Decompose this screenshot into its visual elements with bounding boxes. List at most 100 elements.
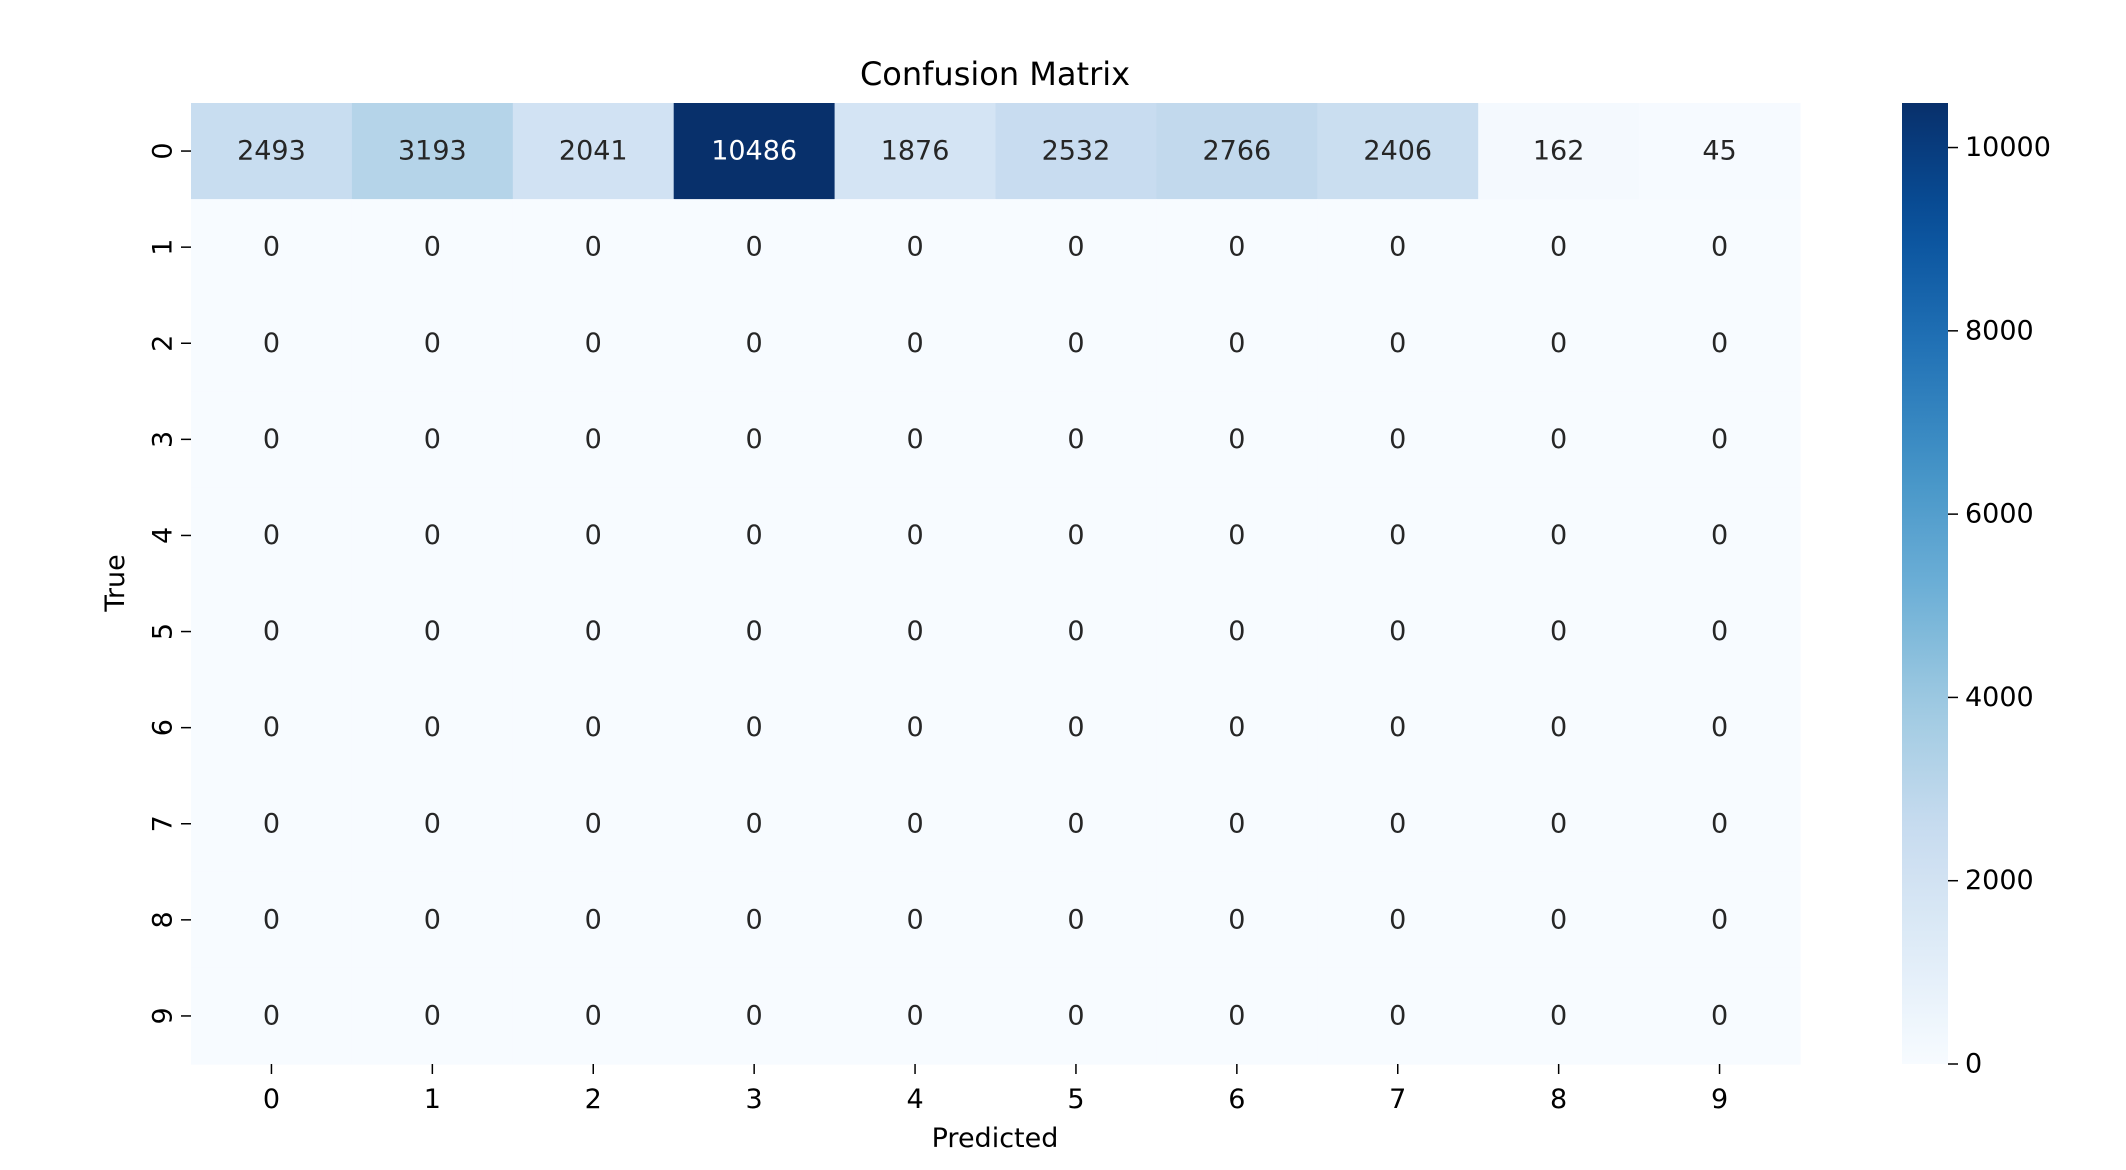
heatmap-cell-label: 0 bbox=[746, 712, 763, 743]
heatmap-cell bbox=[1317, 199, 1479, 296]
heatmap-cell bbox=[995, 871, 1157, 969]
heatmap-cell-label: 0 bbox=[424, 328, 441, 359]
heatmap-cell-label: 0 bbox=[1550, 712, 1567, 743]
colorbar-gradient bbox=[1902, 103, 1948, 1064]
heatmap-cell bbox=[673, 583, 836, 681]
heatmap-cell-label: 162 bbox=[1533, 136, 1585, 167]
y-tick-label: 1 bbox=[148, 239, 179, 256]
heatmap-cell-label: 0 bbox=[1067, 520, 1084, 551]
heatmap-cell bbox=[512, 871, 675, 969]
heatmap-cell-label: 0 bbox=[1550, 808, 1567, 839]
heatmap-cell-label: 0 bbox=[585, 616, 602, 647]
heatmap-cell bbox=[191, 199, 353, 296]
heatmap-cell-label: 0 bbox=[585, 520, 602, 551]
heatmap-cell bbox=[673, 391, 836, 488]
heatmap-cell-label: 0 bbox=[424, 904, 441, 935]
heatmap-cell bbox=[191, 487, 353, 585]
heatmap-cell bbox=[512, 487, 675, 585]
heatmap-cell-label: 0 bbox=[424, 712, 441, 743]
x-tick-label: 0 bbox=[263, 1084, 280, 1115]
heatmap-cell-label: 0 bbox=[424, 232, 441, 263]
heatmap-cell-label: 0 bbox=[1711, 424, 1728, 455]
heatmap-cell bbox=[673, 967, 836, 1065]
heatmap-cell bbox=[351, 775, 514, 873]
heatmap-cell bbox=[673, 295, 836, 392]
heatmap-cell-label: 0 bbox=[1550, 1000, 1567, 1031]
heatmap-cell-label: 0 bbox=[1228, 616, 1245, 647]
heatmap-cell bbox=[995, 967, 1157, 1065]
heatmap-cell-label: 0 bbox=[1228, 328, 1245, 359]
heatmap-cell-label: 0 bbox=[906, 712, 923, 743]
heatmap-cell-label: 0 bbox=[263, 616, 280, 647]
x-tick-label: 2 bbox=[585, 1084, 602, 1115]
heatmap-cell-label: 0 bbox=[1711, 904, 1728, 935]
heatmap-cell-label: 2041 bbox=[559, 136, 628, 167]
x-tick-label: 6 bbox=[1228, 1084, 1245, 1115]
heatmap-cell bbox=[834, 871, 997, 969]
heatmap-cell-label: 0 bbox=[906, 328, 923, 359]
heatmap-cell-label: 0 bbox=[906, 424, 923, 455]
heatmap-cell-label: 0 bbox=[1228, 520, 1245, 551]
heatmap-cell-label: 0 bbox=[585, 712, 602, 743]
heatmap-cell-label: 0 bbox=[1389, 712, 1406, 743]
heatmap-cell-label: 0 bbox=[1067, 424, 1084, 455]
heatmap-cell bbox=[1639, 487, 1801, 585]
heatmap-cell bbox=[995, 487, 1157, 585]
heatmap-cell-label: 0 bbox=[1067, 808, 1084, 839]
heatmap-cell bbox=[995, 679, 1157, 777]
x-tick-label: 7 bbox=[1389, 1084, 1406, 1115]
heatmap-cell bbox=[1478, 295, 1640, 392]
heatmap-cell bbox=[995, 295, 1157, 392]
heatmap-cell bbox=[512, 679, 675, 777]
heatmap-cell bbox=[834, 391, 997, 488]
heatmap-cell-label: 2766 bbox=[1202, 136, 1271, 167]
heatmap-cell bbox=[1478, 871, 1640, 969]
heatmap-cell-labels: 2493 3193 2041 10486 1876 2532 2766 2406 162 45 0 0… bbox=[237, 136, 1737, 1032]
heatmap-cell-label: 0 bbox=[424, 808, 441, 839]
heatmap-cell-label: 0 bbox=[585, 232, 602, 263]
heatmap-cell bbox=[1317, 295, 1479, 392]
heatmap-cell-label: 0 bbox=[1550, 520, 1567, 551]
heatmap-cell bbox=[673, 199, 836, 296]
x-tick-label: 1 bbox=[424, 1084, 441, 1115]
heatmap-cell-label: 0 bbox=[1067, 328, 1084, 359]
heatmap-cell bbox=[1639, 391, 1801, 488]
heatmap-cell bbox=[191, 295, 353, 392]
heatmap-cell-label: 3193 bbox=[398, 136, 467, 167]
colorbar: 0 2000 4000 6000 8000 10000 bbox=[1902, 103, 2051, 1080]
heatmap-cell-label: 0 bbox=[263, 328, 280, 359]
heatmap-cell bbox=[351, 679, 514, 777]
heatmap-cell bbox=[1156, 679, 1318, 777]
heatmap-cell-label: 0 bbox=[746, 616, 763, 647]
heatmap-cell-label: 0 bbox=[585, 328, 602, 359]
heatmap-cell bbox=[834, 583, 997, 681]
x-tick-label: 9 bbox=[1711, 1084, 1728, 1115]
heatmap-cell bbox=[1639, 295, 1801, 392]
heatmap-cell bbox=[1478, 487, 1640, 585]
heatmap-cell-label: 45 bbox=[1702, 136, 1736, 167]
heatmap-cell bbox=[1156, 295, 1318, 392]
heatmap-cell bbox=[673, 775, 836, 873]
heatmap-cell bbox=[1156, 199, 1318, 296]
colorbar-tick-label: 2000 bbox=[1965, 865, 2034, 896]
heatmap-cell-label: 0 bbox=[1550, 328, 1567, 359]
heatmap-cell-label: 2532 bbox=[1042, 136, 1111, 167]
heatmap-cell-label: 0 bbox=[1228, 424, 1245, 455]
heatmap-cell-label: 0 bbox=[906, 520, 923, 551]
y-tick-label: 0 bbox=[148, 142, 179, 159]
heatmap-cell bbox=[995, 583, 1157, 681]
heatmap-cell-label: 0 bbox=[1067, 616, 1084, 647]
heatmap-cell bbox=[1317, 103, 1479, 200]
heatmap-cell bbox=[512, 295, 675, 392]
heatmap-cell bbox=[512, 199, 675, 296]
heatmap-cell-label: 0 bbox=[263, 904, 280, 935]
heatmap-cell bbox=[1639, 583, 1801, 681]
heatmap-cell bbox=[351, 583, 514, 681]
heatmap-cell bbox=[1478, 967, 1640, 1065]
colorbar-tick-label: 6000 bbox=[1965, 499, 2034, 530]
heatmap-cell bbox=[351, 103, 514, 200]
heatmap-cell bbox=[1639, 967, 1801, 1065]
heatmap-cell bbox=[1156, 583, 1318, 681]
heatmap-cell-label: 0 bbox=[1389, 520, 1406, 551]
